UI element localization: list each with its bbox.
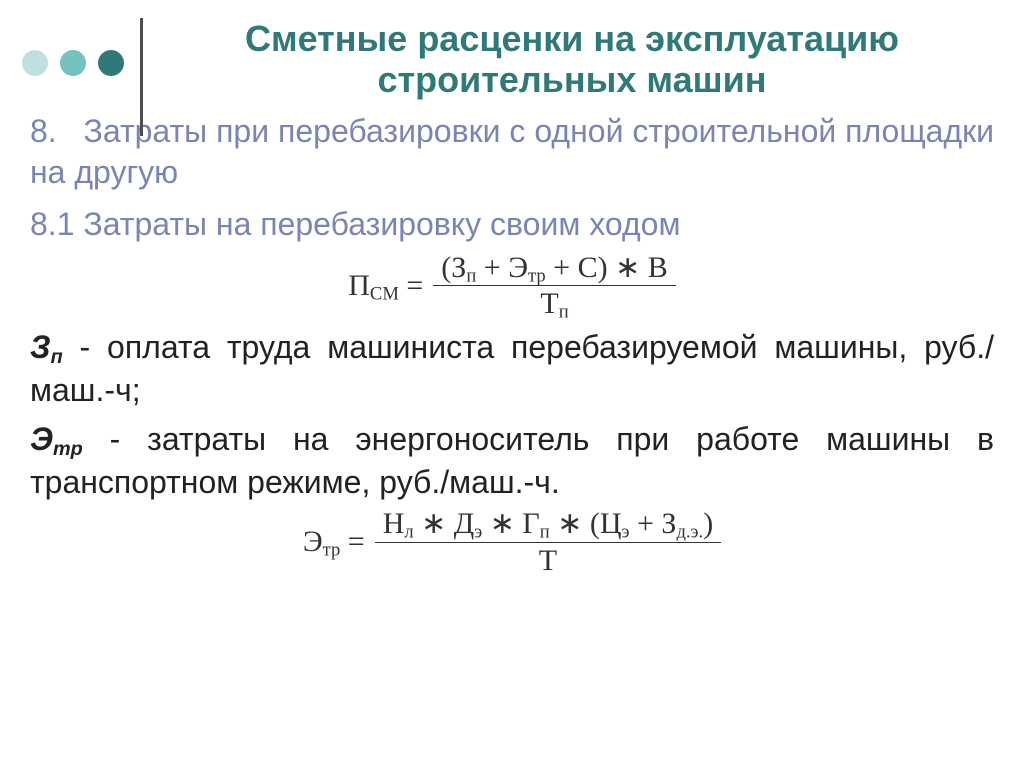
section-8-1-heading: 8.1 Затраты на перебазировку своим ходом: [30, 204, 994, 246]
section-number: 8.1: [30, 206, 74, 242]
definition-1: Зп - оплата труда машиниста перебазируем…: [30, 326, 994, 412]
formula-fraction: (Зп + Этр + С) ∗ В Тп: [433, 252, 675, 320]
definition-text: затраты на энергоноситель при работе маш…: [30, 421, 994, 500]
formula-lhs: ПСМ =: [348, 269, 423, 303]
formula-denominator: Тп: [433, 285, 675, 320]
definition-2: Этр - затраты на энергоноситель при рабо…: [30, 418, 994, 504]
dot-icon: [98, 50, 124, 76]
slide-title: Сметные расценки на эксплуатацию строите…: [160, 18, 984, 101]
section-8-heading: 8. Затраты при перебазировки с одной стр…: [30, 111, 994, 194]
slide-header: Сметные расценки на эксплуатацию строите…: [0, 0, 1024, 101]
formula-numerator: (Зп + Этр + С) ∗ В: [433, 252, 675, 286]
section-number: 8.: [30, 113, 57, 149]
slide: Сметные расценки на эксплуатацию строите…: [0, 0, 1024, 768]
decoration-dots: [22, 50, 124, 76]
symbol: Зп: [30, 329, 63, 365]
vertical-rule: [140, 18, 143, 136]
slide-body: 8. Затраты при перебазировки с одной стр…: [0, 101, 1024, 577]
dot-icon: [60, 50, 86, 76]
formula-lhs: Этр =: [303, 525, 365, 559]
section-text: Затраты при перебазировки с одной строит…: [30, 113, 994, 191]
symbol: Этр: [30, 421, 83, 457]
definition-text: оплата труда машиниста перебазируемой ма…: [30, 329, 994, 408]
formula-2: Этр = Нл ∗ Дэ ∗ Гп ∗ (Цэ + Зд.э.) Т: [30, 508, 994, 576]
formula-denominator: Т: [375, 542, 721, 577]
formula-fraction: Нл ∗ Дэ ∗ Гп ∗ (Цэ + Зд.э.) Т: [375, 508, 721, 576]
formula-numerator: Нл ∗ Дэ ∗ Гп ∗ (Цэ + Зд.э.): [375, 508, 721, 542]
formula-1: ПСМ = (Зп + Этр + С) ∗ В Тп: [30, 252, 994, 320]
section-text: Затраты на перебазировку своим ходом: [83, 206, 680, 242]
dot-icon: [22, 50, 48, 76]
